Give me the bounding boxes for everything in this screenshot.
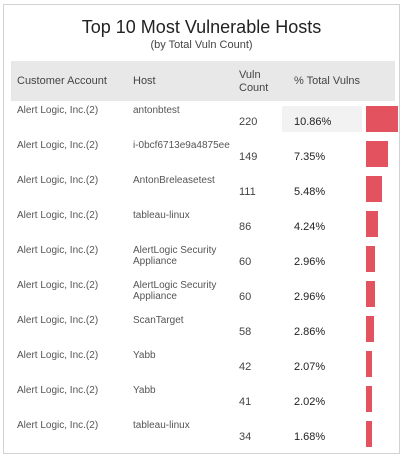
host-cell: tableau-linux [133,420,243,431]
vuln-count-cell: 60 [239,256,252,268]
host-cell: i-0bcf6713e9a4875ee [133,140,243,151]
pct-total-cell: 2.96% [294,291,326,303]
host-name-line2: Appliance [133,291,177,302]
widget-title: Top 10 Most Vulnerable Hosts [81,17,322,37]
host-cell: AlertLogic Security Appliance [133,245,243,267]
host-name-line1: ScanTarget [133,315,184,326]
pct-bar [366,176,382,202]
pct-bar [366,106,398,132]
pct-bar [366,421,372,447]
header-customer-account[interactable]: Customer Account [17,75,107,87]
table-row[interactable]: Alert Logic, Inc.(2) Yabb 41 2.02% [11,381,395,416]
pct-total-cell: 10.86% [294,116,332,128]
host-cell: AntonBreleasetest [133,175,243,186]
header-vuln-count-line1: Vuln [239,69,261,81]
vuln-count-cell: 58 [239,326,252,338]
vuln-count-cell: 220 [239,116,258,128]
table-row[interactable]: Alert Logic, Inc.(2) AlertLogic Security A… [11,241,395,276]
customer-account-cell: Alert Logic, Inc.(2) [17,280,99,291]
customer-account-cell: Alert Logic, Inc.(2) [17,350,99,361]
pct-bar [366,211,378,237]
host-cell: Yabb [133,350,243,361]
table-row[interactable]: Alert Logic, Inc.(2) AlertLogic Security A… [11,276,395,311]
pct-bar [366,281,375,307]
table-row[interactable]: Alert Logic, Inc.(2) i-0bcf6713e9a4875ee 1… [11,136,395,171]
customer-account-cell: Alert Logic, Inc.(2) [17,105,99,116]
table-row[interactable]: Alert Logic, Inc.(2) AntonBreleasetest 111… [11,171,395,206]
header-host[interactable]: Host [133,75,156,87]
table-header: Customer Account Host Vuln Count % Total… [11,61,395,101]
host-cell: tableau-linux [133,210,243,221]
host-cell: ScanTarget [133,315,243,326]
pct-bar [366,246,375,272]
pct-total-cell: 2.96% [294,256,326,268]
pct-total-cell: 4.24% [294,221,326,233]
pct-bar [366,316,374,342]
host-name-line1: AlertLogic Security [133,245,217,256]
pct-total-cell: 2.02% [294,396,326,408]
customer-account-cell: Alert Logic, Inc.(2) [17,140,99,151]
pct-total-cell: 7.35% [294,151,326,163]
pct-total-cell: 2.07% [294,361,326,373]
header-pct-total-vulns[interactable]: % Total Vulns [294,75,361,87]
vuln-count-cell: 149 [239,151,258,163]
customer-account-cell: Alert Logic, Inc.(2) [17,315,99,326]
vuln-count-cell: 41 [239,396,252,408]
pct-total-cell: 5.48% [294,186,326,198]
header-vuln-count[interactable]: Vuln Count [239,69,268,95]
vulnerable-hosts-widget: Top 10 Most Vulnerable Hosts (by Total V… [3,4,400,454]
host-name-line1: AntonBreleasetest [133,175,215,186]
table-row[interactable]: Alert Logic, Inc.(2) tableau-linux 86 4.24% [11,206,395,241]
table-row[interactable]: Alert Logic, Inc.(2) Yabb 42 2.07% [11,346,395,381]
vuln-count-cell: 86 [239,221,252,233]
customer-account-cell: Alert Logic, Inc.(2) [17,210,99,221]
row-highlight [282,106,362,132]
host-cell: AlertLogic Security Appliance [133,280,243,302]
vuln-count-cell: 60 [239,291,252,303]
pct-total-cell: 1.68% [294,431,326,443]
vuln-count-cell: 34 [239,431,252,443]
table-row[interactable]: Alert Logic, Inc.(2) ScanTarget 58 2.86% [11,311,395,346]
host-name-line2: Appliance [133,256,177,267]
customer-account-cell: Alert Logic, Inc.(2) [17,420,99,431]
host-cell: antonbtest [133,105,243,116]
host-name-line1: AlertLogic Security [133,280,217,291]
vuln-count-cell: 111 [239,186,256,198]
host-name-line1: Yabb [133,350,156,361]
pct-total-cell: 2.86% [294,326,326,338]
customer-account-cell: Alert Logic, Inc.(2) [17,385,99,396]
host-name-line1: i-0bcf6713e9a4875ee [133,140,230,151]
table-row[interactable]: Alert Logic, Inc.(2) antonbtest 220 10.86% [11,101,398,136]
widget-subtitle: (by Total Vuln Count) [150,39,253,51]
vuln-count-cell: 42 [239,361,252,373]
customer-account-cell: Alert Logic, Inc.(2) [17,175,99,186]
table-row[interactable]: Alert Logic, Inc.(2) tableau-linux 34 1.68% [11,416,395,451]
pct-bar [366,141,388,167]
pct-bar [366,386,372,412]
host-cell: Yabb [133,385,243,396]
host-name-line1: antonbtest [133,105,180,116]
host-name-line1: tableau-linux [133,210,190,221]
pct-bar [366,351,372,377]
header-vuln-count-line2: Count [239,82,269,94]
host-name-line1: Yabb [133,385,156,396]
customer-account-cell: Alert Logic, Inc.(2) [17,245,99,256]
host-name-line1: tableau-linux [133,420,190,431]
